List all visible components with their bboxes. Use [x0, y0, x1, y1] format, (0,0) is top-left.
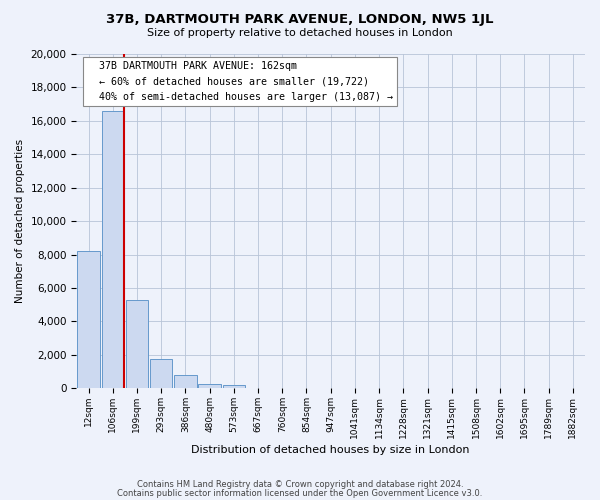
Bar [174, 376, 197, 388]
Text: Contains HM Land Registry data © Crown copyright and database right 2024.: Contains HM Land Registry data © Crown c… [137, 480, 463, 489]
Bar [199, 384, 221, 388]
Bar [223, 385, 245, 388]
Text: 37B DARTMOUTH PARK AVENUE: 162sqm
  ← 60% of detached houses are smaller (19,722: 37B DARTMOUTH PARK AVENUE: 162sqm ← 60% … [86, 60, 392, 102]
Text: Size of property relative to detached houses in London: Size of property relative to detached ho… [147, 28, 453, 38]
Text: 37B, DARTMOUTH PARK AVENUE, LONDON, NW5 1JL: 37B, DARTMOUTH PARK AVENUE, LONDON, NW5 … [106, 12, 494, 26]
Y-axis label: Number of detached properties: Number of detached properties [15, 139, 25, 303]
Bar [101, 111, 124, 388]
Bar [150, 359, 172, 388]
Bar [126, 300, 148, 388]
X-axis label: Distribution of detached houses by size in London: Distribution of detached houses by size … [191, 445, 470, 455]
Text: Contains public sector information licensed under the Open Government Licence v3: Contains public sector information licen… [118, 488, 482, 498]
Bar [77, 251, 100, 388]
